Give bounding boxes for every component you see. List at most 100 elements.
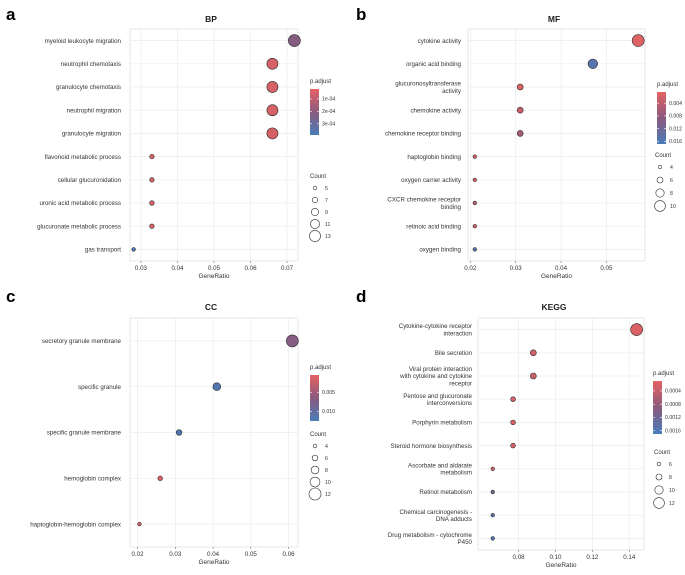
term-label: Steroid hormone biosynthesis bbox=[390, 443, 472, 450]
colorbar-tick-label: 0.005 bbox=[322, 390, 335, 396]
x-tick-label: 0.04 bbox=[555, 265, 568, 272]
term-label: neutrophil migration bbox=[67, 107, 122, 114]
panel-a-xlabel: GeneRatio bbox=[198, 273, 229, 280]
colorbar-tick-label: 0.0016 bbox=[665, 428, 681, 434]
data-point bbox=[472, 177, 477, 182]
size-legend-label: 8 bbox=[669, 475, 672, 481]
panel-a-colorbar bbox=[310, 89, 319, 135]
data-point bbox=[472, 224, 477, 229]
size-legend-circle bbox=[654, 200, 666, 212]
term-label: Ascorbate and aldarate metabolism bbox=[408, 462, 473, 476]
term-label: oxygen carrier activity bbox=[401, 177, 462, 184]
panel-a-letter: a bbox=[6, 5, 16, 24]
term-label: cytokine activity bbox=[418, 38, 462, 45]
data-point bbox=[472, 247, 477, 252]
size-legend-circle bbox=[308, 487, 322, 501]
colorbar-tick-label: 0.0008 bbox=[665, 402, 681, 408]
data-point bbox=[157, 475, 163, 481]
term-label: uronic acid metabolic process bbox=[39, 200, 121, 207]
size-legend-circle bbox=[309, 230, 321, 242]
colorbar-tick-label: 0.0012 bbox=[665, 415, 681, 421]
panel-c-plot-frame bbox=[129, 317, 299, 548]
colorbar-tick-label: 2e-04 bbox=[322, 109, 335, 115]
data-point bbox=[149, 177, 155, 183]
term-label: haptoglobin-hemoglobin complex bbox=[30, 521, 122, 528]
data-point bbox=[631, 34, 645, 47]
size-legend-label: 10 bbox=[325, 480, 331, 486]
data-point bbox=[149, 154, 155, 160]
x-tick-label: 0.05 bbox=[208, 265, 221, 272]
term-label: CXCR chemokine receptor binding bbox=[387, 197, 461, 211]
panel-c: c CC secretory granule membrane specific gr… bbox=[6, 287, 335, 566]
x-tick-label: 0.06 bbox=[283, 551, 296, 558]
size-legend-label: 9 bbox=[325, 210, 328, 216]
term-label: Chemical carcinogenesis -DNA adducts bbox=[399, 509, 472, 523]
size-legend-circle bbox=[310, 219, 320, 229]
data-point bbox=[587, 58, 598, 69]
size-legend-label: 4 bbox=[670, 165, 673, 171]
size-legend-circle bbox=[656, 176, 664, 184]
x-tick-label: 0.08 bbox=[513, 554, 526, 561]
size-legend-label: 6 bbox=[669, 462, 672, 468]
term-label: chemokine receptor binding bbox=[385, 131, 462, 138]
data-point bbox=[472, 154, 477, 159]
term-label: hemoglobin complex bbox=[64, 476, 122, 483]
data-point bbox=[490, 536, 495, 541]
data-point bbox=[131, 247, 136, 252]
size-legend-circle bbox=[311, 454, 319, 462]
data-point bbox=[266, 104, 279, 117]
x-tick-label: 0.07 bbox=[281, 265, 294, 272]
data-point bbox=[510, 442, 516, 449]
term-label: Viral protein interaction with cytokine a… bbox=[399, 366, 472, 387]
term-label: organic acid binding bbox=[406, 61, 462, 68]
size-legend-label: 8 bbox=[670, 191, 673, 197]
size-legend-circle bbox=[309, 476, 321, 488]
data-point bbox=[530, 349, 537, 357]
panel-b-xlabel: GeneRatio bbox=[541, 273, 572, 280]
x-tick-label: 0.04 bbox=[171, 265, 184, 272]
size-legend-label: 4 bbox=[325, 444, 328, 450]
colorbar-tick-label: 0.008 bbox=[669, 114, 682, 120]
data-point bbox=[490, 466, 495, 471]
term-label: Drug metabolism - cytochrome P450 bbox=[388, 532, 473, 546]
x-tick-label: 0.04 bbox=[207, 551, 220, 558]
term-label: Cytokine-cytokine receptor interaction bbox=[399, 323, 473, 337]
data-point bbox=[510, 419, 516, 426]
data-point bbox=[490, 513, 495, 518]
term-label: cellular glucuronidation bbox=[58, 177, 122, 184]
x-tick-label: 0.06 bbox=[244, 265, 257, 272]
panel-a-title: BP bbox=[205, 14, 217, 24]
term-label: granulocyte chemotaxis bbox=[56, 84, 121, 91]
size-legend-label: 11 bbox=[325, 222, 330, 228]
data-point bbox=[266, 81, 279, 93]
panel-c-letter: c bbox=[6, 287, 15, 306]
size-legend-label: 12 bbox=[325, 492, 331, 498]
data-point bbox=[516, 106, 524, 114]
term-label: oxygen binding bbox=[419, 247, 461, 254]
colorbar-tick-label: 0.016 bbox=[669, 139, 682, 145]
data-point bbox=[212, 382, 222, 391]
term-label: haptoglobin binding bbox=[407, 154, 461, 161]
x-tick-label: 0.03 bbox=[135, 265, 148, 272]
x-tick-label: 0.03 bbox=[169, 551, 182, 558]
size-legend-circle bbox=[654, 485, 664, 495]
x-tick-label: 0.05 bbox=[600, 265, 613, 272]
colorbar-tick-label: 1e-04 bbox=[322, 97, 335, 103]
size-legend-label: 6 bbox=[325, 456, 328, 462]
size-legend-circle bbox=[311, 208, 319, 216]
panel-d-letter: d bbox=[356, 287, 366, 306]
term-label: myeloid leukocyte migration bbox=[45, 38, 122, 45]
data-point bbox=[288, 34, 301, 47]
data-point bbox=[530, 372, 537, 380]
size-legend-circle bbox=[655, 473, 663, 481]
data-point bbox=[175, 429, 183, 436]
term-label: glucuronosyltransferase activity bbox=[395, 81, 462, 95]
size-legend-label: 7 bbox=[325, 198, 328, 204]
size-legend-circle bbox=[655, 188, 665, 198]
term-label: Porphyrin metabolism bbox=[412, 420, 472, 427]
size-legend-circle bbox=[312, 443, 318, 449]
colorbar-tick-label: 3e-04 bbox=[322, 122, 335, 128]
panel-b-title: MF bbox=[548, 14, 560, 24]
panel-d-colorbar-title: p.adjust bbox=[653, 371, 674, 377]
